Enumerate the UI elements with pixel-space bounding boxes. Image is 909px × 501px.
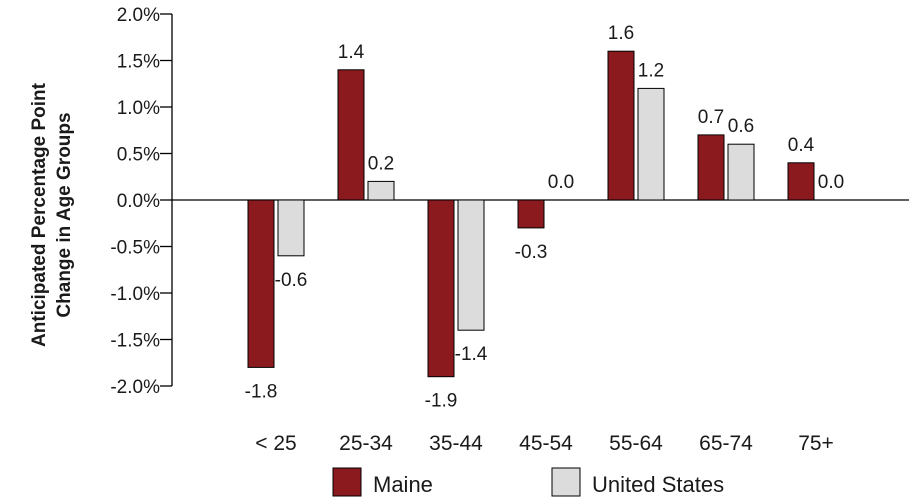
y-axis-label: Anticipated Percentage Point Change in A… (29, 82, 75, 347)
data-label: 1.6 (608, 23, 634, 44)
axes: 2.0% 1.5% 1.0% 0.5% 0.0% -0.5% -1.0% -1.5% -2.0%… (110, 5, 909, 455)
data-label: 0.6 (728, 116, 754, 137)
maine-bar (247, 199, 275, 368)
data-label: -1.8 (245, 381, 278, 402)
legend-label: Maine (373, 472, 433, 497)
y-axis-label-line-1: Anticipated Percentage Point (29, 82, 50, 347)
data-label: -1.4 (455, 344, 488, 365)
maine-bar (787, 162, 815, 201)
data-label: -1.9 (425, 391, 458, 412)
y-tick-label: -1.5% (110, 331, 160, 352)
x-category-label: < 25 (255, 432, 296, 455)
bars (247, 50, 815, 378)
y-tick-label: -1.0% (110, 284, 160, 305)
y-tick-label: 0.0% (117, 191, 160, 212)
maine-bar (607, 50, 635, 201)
united-states-bar (457, 199, 485, 331)
maine-bar (697, 134, 725, 201)
x-category-label: 75+ (798, 432, 834, 455)
united-states-bar (727, 143, 755, 201)
y-tick-label: 2.0% (117, 5, 160, 26)
x-category-label: 65-74 (699, 432, 753, 455)
maine-bar (427, 199, 455, 378)
data-label: 1.4 (338, 42, 365, 63)
data-label: -0.3 (515, 242, 548, 263)
united-states-bar (277, 199, 305, 257)
x-category-label: 45-54 (519, 432, 573, 455)
united-states-bar (367, 180, 395, 201)
data-label: 0.4 (788, 135, 815, 156)
data-label: 0.7 (698, 107, 724, 128)
y-tick-label: 1.5% (117, 52, 160, 73)
legend-swatch (551, 467, 581, 497)
data-label: 1.2 (638, 60, 664, 81)
x-category-label: 55-64 (609, 432, 663, 455)
maine-bar (337, 69, 365, 201)
data-label: 0.0 (548, 172, 574, 193)
legend: Maine United States (332, 467, 724, 497)
legend-label: United States (592, 472, 724, 497)
y-tick-label: 0.5% (117, 145, 160, 166)
x-category-label: 35-44 (429, 432, 483, 455)
y-tick-label: -2.0% (110, 377, 160, 398)
united-states-bar (637, 87, 665, 201)
x-category-label: 25-34 (339, 432, 393, 455)
data-labels: -1.8 1.4 -1.9 -0.3 1.6 0.7 0.4 -0.6 0.2 -1.4 0.0 1.… (245, 23, 845, 412)
y-axis-label-line-2: Change in Age Groups (54, 112, 75, 317)
data-label: 0.2 (368, 153, 394, 174)
data-label: -0.6 (275, 270, 308, 291)
legend-swatch (332, 467, 362, 497)
maine-bar (517, 199, 545, 229)
y-tick-label: 1.0% (117, 98, 160, 119)
y-tick-label: -0.5% (110, 238, 160, 259)
data-label: 0.0 (818, 172, 844, 193)
